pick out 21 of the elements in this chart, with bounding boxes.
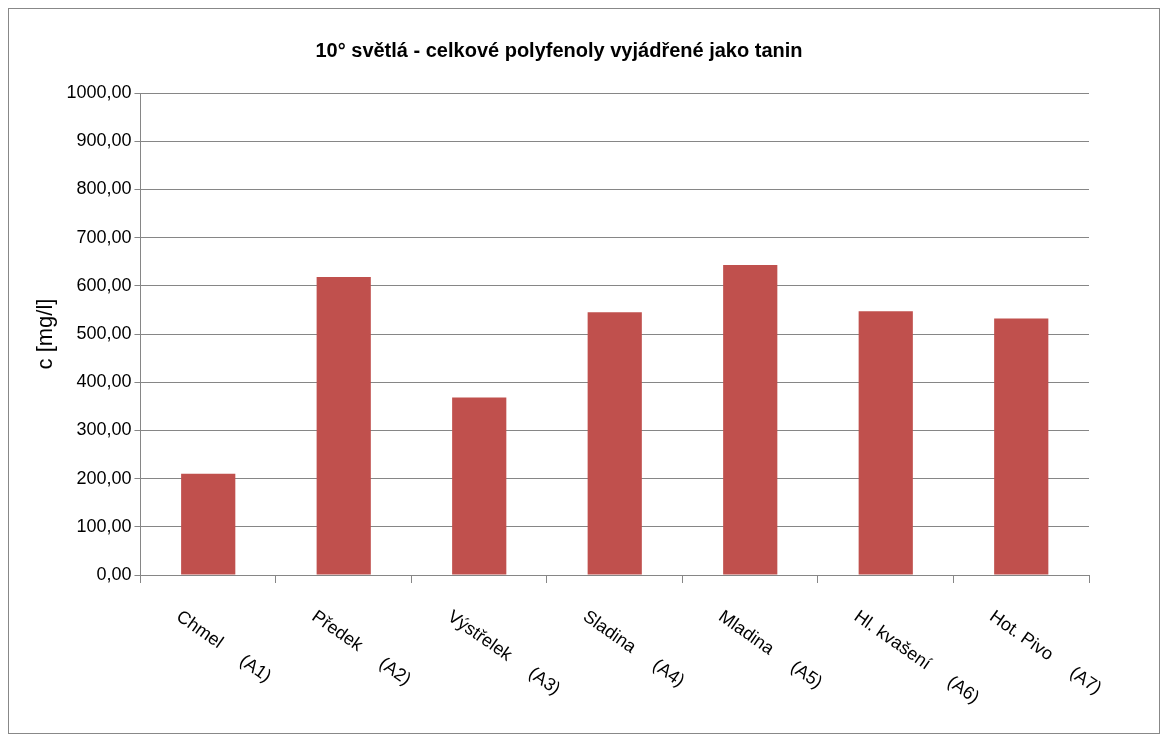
y-tick-label: 500,00	[76, 322, 132, 343]
bar	[181, 473, 236, 575]
y-tick-label: 1000,00	[66, 81, 132, 102]
bar	[858, 311, 913, 575]
bar	[994, 318, 1049, 575]
y-tick-label: 100,00	[76, 515, 132, 536]
bar	[587, 312, 642, 575]
y-tick-label: 400,00	[76, 371, 132, 392]
y-tick-label: 900,00	[76, 130, 132, 151]
bar	[723, 265, 778, 575]
y-tick-label: 200,00	[76, 467, 132, 488]
chart-title: 10° světlá - celkové polyfenoly vyjádřené jako tanin	[315, 38, 803, 61]
y-tick-label: 700,00	[76, 226, 132, 247]
y-tick-label: 300,00	[76, 419, 132, 440]
bar	[316, 277, 371, 575]
y-axis-title: c [mg/l]	[32, 298, 58, 370]
y-tick-label: 800,00	[76, 178, 132, 199]
x-tick-label: Hot. Pivo (A7)	[986, 605, 1106, 699]
y-tick-label: 0,00	[96, 563, 132, 584]
bar	[452, 397, 507, 575]
y-tick-label: 600,00	[76, 274, 132, 295]
